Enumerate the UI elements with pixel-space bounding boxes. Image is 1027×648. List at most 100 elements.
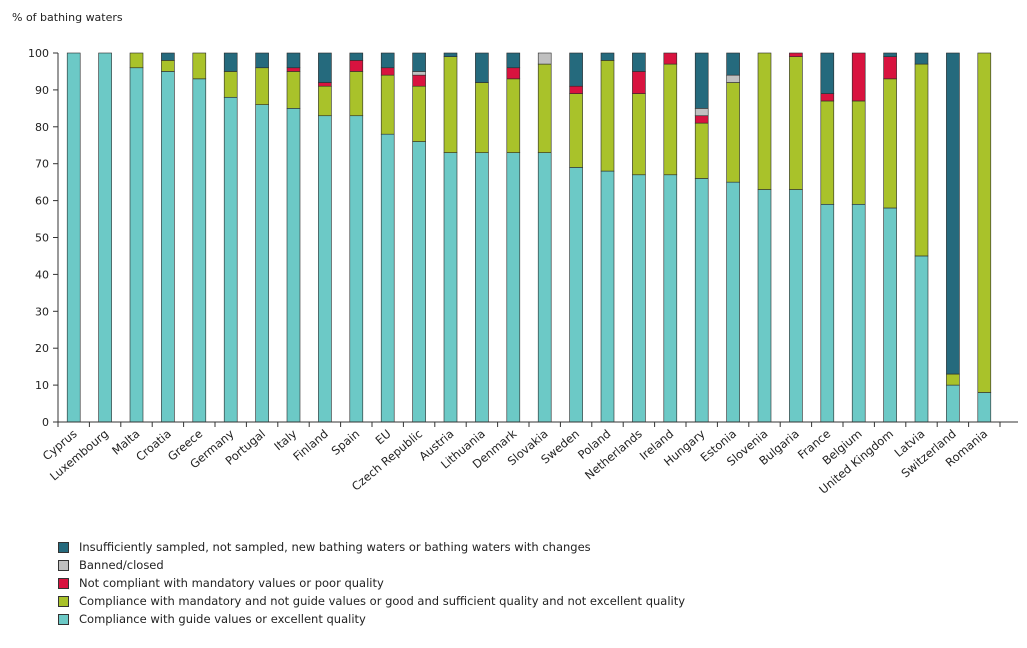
bar-segment (883, 78, 897, 209)
bar-segment (349, 52, 364, 61)
bar-segment (506, 52, 521, 69)
y-tick-label: 90 (35, 84, 49, 97)
bar-segment (506, 152, 521, 423)
legend-swatch (58, 559, 69, 571)
legend-item: Insufficiently sampled, not sampled, new… (58, 538, 685, 556)
bar-segment (946, 52, 960, 375)
bar-segment (412, 74, 426, 87)
legend-item: Compliance with guide values or excellen… (58, 610, 685, 628)
bar-segment (223, 71, 238, 98)
bar-segment (883, 207, 897, 423)
bar-segment (789, 56, 803, 190)
bar-segment (914, 255, 929, 423)
bar-segment (726, 74, 740, 83)
bar-segment (726, 181, 740, 423)
bar-segment (946, 384, 960, 423)
bar-segment (161, 60, 175, 72)
y-tick-label: 20 (35, 342, 49, 355)
bar-segment (412, 85, 426, 142)
bar-segment (726, 52, 740, 76)
bar-segment (694, 115, 709, 124)
bar-segment (851, 203, 866, 423)
bar-segment (820, 203, 835, 423)
bar-segment (286, 67, 301, 72)
legend-swatch (58, 595, 69, 607)
y-tick-label: 50 (35, 232, 49, 245)
bar-segment (223, 96, 238, 423)
bar-segment (726, 82, 740, 183)
bar-segment (820, 93, 835, 102)
bar-segment (663, 174, 678, 423)
bar-segment (412, 71, 426, 76)
bar-segment (255, 52, 269, 69)
legend-swatch (58, 541, 69, 553)
y-tick-label: 10 (35, 379, 49, 392)
bar-segment (506, 67, 521, 80)
bar-segment (255, 104, 269, 423)
bar-segment (318, 115, 332, 423)
legend-label: Compliance with guide values or excellen… (79, 612, 366, 626)
y-tick-label: 100 (28, 47, 49, 60)
bar-segment (569, 52, 583, 87)
bar-segment (412, 141, 426, 423)
legend-label: Not compliant with mandatory values or p… (79, 576, 384, 590)
bar-segment (600, 52, 615, 61)
bar-segment (380, 74, 395, 135)
bar-segment (569, 85, 583, 94)
bar-segment (694, 108, 709, 117)
bar-segment (349, 60, 364, 72)
bar-segment (757, 52, 772, 190)
bar-segment (914, 52, 929, 65)
bar-segment (820, 52, 835, 94)
bar-segment (946, 373, 960, 386)
bar-segment (914, 63, 929, 257)
y-tick-label: 60 (35, 195, 49, 208)
y-tick-label: 80 (35, 121, 49, 134)
bar-segment (443, 52, 458, 57)
bar-segment (443, 56, 458, 153)
bar-segment (883, 52, 897, 57)
bar-segment (286, 52, 301, 69)
bar-segment (569, 93, 583, 168)
legend-label: Banned/closed (79, 558, 164, 572)
bar-segment (537, 52, 552, 65)
bar-segment (349, 115, 364, 423)
y-tick-label: 30 (35, 305, 49, 318)
bar-segment (380, 52, 395, 69)
bar-segment (789, 189, 803, 423)
bar-segment (506, 78, 521, 153)
bar-segment (66, 52, 81, 423)
bar-segment (412, 52, 426, 72)
bars (66, 52, 992, 423)
bar-segment (757, 189, 772, 423)
bar-segment (255, 67, 269, 105)
legend-item: Not compliant with mandatory values or p… (58, 574, 685, 592)
bar-segment (600, 170, 615, 423)
bar-segment (789, 52, 803, 57)
x-axis-labels: CyprusLuxembourgMaltaCroatiaGreeceGerman… (40, 426, 990, 496)
y-tick-label: 0 (42, 416, 49, 429)
axes (57, 53, 1018, 427)
bar-segment (223, 52, 238, 72)
bar-segment (318, 85, 332, 117)
bar-segment (632, 52, 646, 72)
y-axis-label: % of bathing waters (12, 11, 123, 24)
bar-segment (161, 52, 175, 61)
legend: Insufficiently sampled, not sampled, new… (58, 538, 685, 628)
bar-segment (129, 67, 144, 423)
bar-segment (318, 82, 332, 87)
bar-segment (161, 71, 175, 423)
bar-segment (475, 152, 489, 423)
bar-segment (694, 178, 709, 423)
bar-segment (632, 174, 646, 423)
bar-segment (475, 82, 489, 153)
bar-segment (663, 52, 678, 65)
bar-segment (883, 56, 897, 80)
bar-segment (286, 108, 301, 423)
bar-segment (632, 71, 646, 94)
bar-segment (851, 100, 866, 205)
legend-swatch (58, 613, 69, 625)
bar-segment (443, 152, 458, 423)
x-tick-label: EU (373, 427, 394, 448)
